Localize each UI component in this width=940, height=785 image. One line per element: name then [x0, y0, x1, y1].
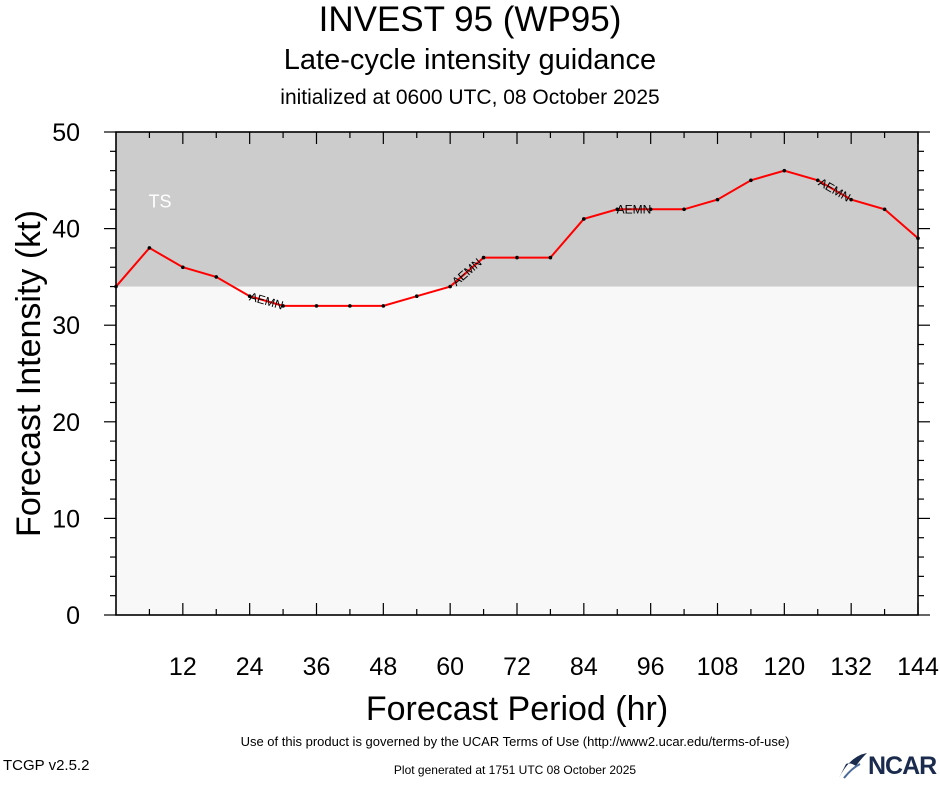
series-point [147, 246, 152, 250]
series-point [348, 304, 352, 308]
band-ts [116, 132, 918, 287]
generated-time: Plot generated at 1751 UTC 08 October 20… [393, 763, 637, 777]
y-axis-title: Forecast Intensity (kt) [10, 210, 48, 537]
chart-title: INVEST 95 (WP95) [318, 0, 622, 39]
ncar-logo-icon [839, 753, 867, 779]
ncar-logo: NCAR [838, 752, 940, 780]
x-tick-label: 84 [570, 653, 598, 681]
x-axis-title: Forecast Period (hr) [366, 690, 668, 728]
y-tick-label: 30 [52, 312, 80, 340]
series-point [314, 304, 319, 308]
intensity-bands: TS [116, 132, 918, 615]
x-tick-label: 48 [369, 653, 397, 681]
series-point [281, 304, 285, 308]
ncar-logo-text: NCAR [868, 752, 937, 780]
chart-subtitle: Late-cycle intensity guidance [283, 44, 657, 76]
x-tick-label: 144 [897, 653, 939, 681]
series-point [414, 294, 419, 299]
band-lower [116, 286, 918, 615]
series-point [648, 207, 653, 212]
band-label-ts: TS [148, 191, 171, 211]
series-point [448, 284, 452, 289]
series-point [749, 178, 753, 183]
plot-frame [115, 131, 919, 616]
x-tick-label: 72 [503, 653, 531, 681]
series-point [582, 217, 586, 221]
series-point [481, 255, 486, 260]
y-tick-label: 20 [52, 409, 80, 437]
x-tick-label: 120 [763, 653, 805, 681]
series-point [815, 178, 820, 183]
x-tick-label: 96 [637, 653, 665, 681]
x-tick-label: 108 [697, 653, 739, 681]
y-tick-label: 40 [52, 216, 80, 244]
version-label: TCGP v2.5.2 [3, 757, 90, 774]
series-point [882, 207, 887, 212]
series-point [849, 197, 853, 202]
series-point [782, 168, 787, 173]
series-point [615, 207, 620, 212]
x-tick-label: 24 [236, 653, 264, 681]
series-point [682, 207, 686, 212]
y-tick-label: 10 [52, 505, 80, 533]
y-tick-label: 0 [66, 602, 80, 630]
x-tick-labels: 12 24 36 48 60 72 84 96 108 120 132 144 [169, 653, 939, 681]
x-tick-label: 132 [830, 653, 872, 681]
series-point [247, 294, 252, 299]
x-tick-label: 60 [436, 653, 464, 681]
terms-of-use: Use of this product is governed by the U… [240, 734, 790, 749]
series-point [181, 265, 185, 270]
tick-marks [104, 131, 930, 616]
series-label: AEMN [617, 202, 652, 216]
series-point [381, 304, 386, 308]
series-point [515, 255, 519, 260]
series-point [548, 255, 553, 260]
series-point [214, 275, 219, 279]
y-tick-label: 50 [52, 119, 80, 147]
init-time: initialized at 0600 UTC, 08 October 2025 [280, 86, 660, 109]
series-point [715, 197, 720, 202]
x-tick-label: 12 [169, 653, 197, 681]
x-tick-label: 36 [303, 653, 331, 681]
y-tick-labels: 0 10 20 30 40 50 [52, 119, 80, 630]
